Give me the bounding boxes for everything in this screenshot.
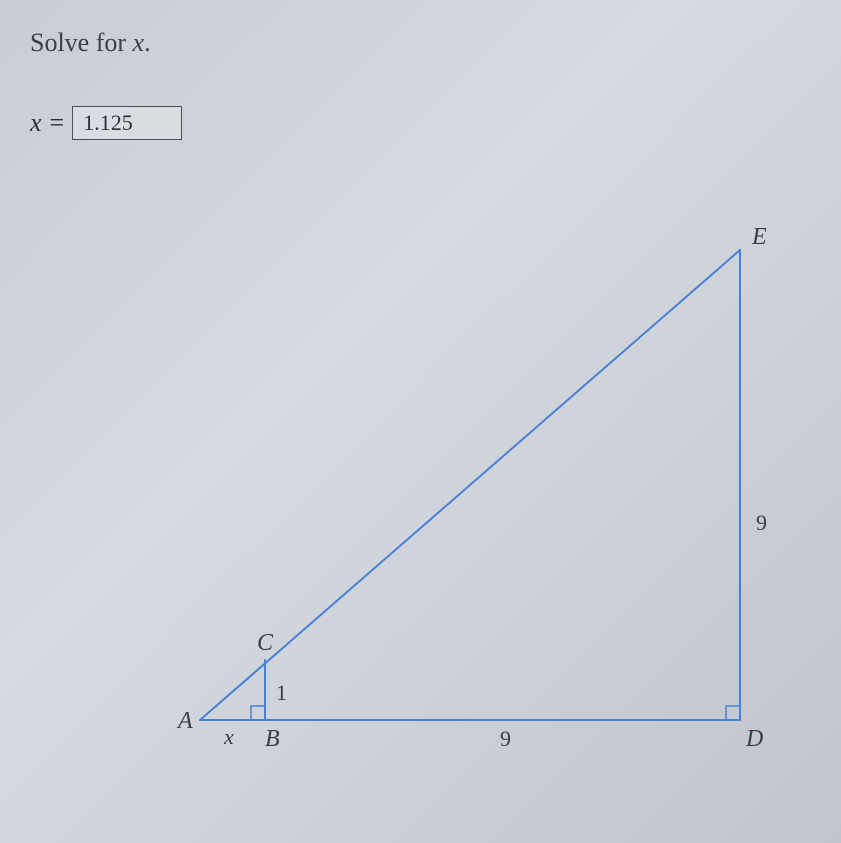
answer-value: 1.125 (83, 110, 133, 136)
vertex-E: E (751, 224, 767, 250)
prompt-variable: x (133, 28, 145, 57)
prompt-text: Solve for x. (30, 28, 811, 58)
equation-row: x = 1.125 (30, 106, 811, 140)
equation-equals: = (50, 108, 65, 138)
vertex-C: C (257, 630, 274, 656)
side-label-BD: 9 (500, 726, 511, 751)
triangle-diagram: A B C D Ex 1 9 9 (0, 140, 841, 843)
vertex-A: A (176, 708, 193, 734)
prompt-suffix: . (144, 28, 151, 57)
side-label-AB: x (223, 724, 234, 749)
answer-input[interactable]: 1.125 (72, 106, 182, 140)
vertex-B: B (265, 726, 280, 752)
equation-variable: x (30, 108, 42, 138)
side-label-DE: 9 (756, 510, 767, 535)
prompt-prefix: Solve for (30, 28, 133, 57)
diagram-container: A B C D Ex 1 9 9 (0, 140, 841, 843)
side-label-BC: 1 (276, 680, 287, 705)
vertex-D: D (745, 726, 763, 752)
